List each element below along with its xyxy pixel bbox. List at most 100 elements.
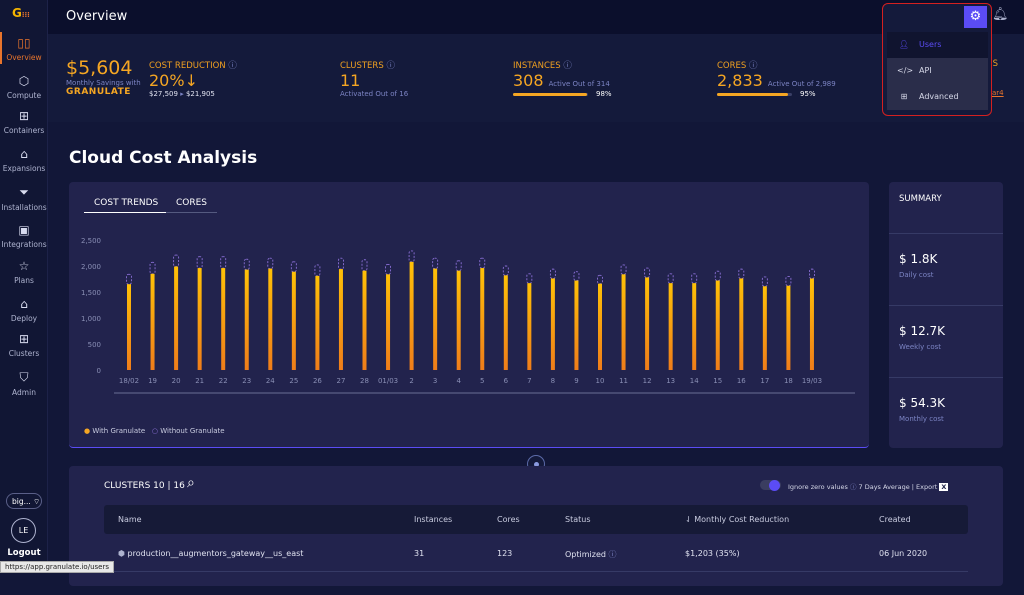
y-tick-label: 0 <box>97 367 101 375</box>
bell-icon[interactable]: 🔔︎ <box>992 7 1009 22</box>
bar-without-granulate <box>243 258 250 271</box>
col-cores[interactable]: Cores <box>497 515 520 524</box>
bar-with-granulate <box>409 261 414 370</box>
info-icon[interactable]: ⓘ <box>228 61 237 71</box>
bar-without-granulate <box>549 268 556 279</box>
bar-with-granulate <box>550 278 555 370</box>
search-icon[interactable]: ⌕ <box>187 475 195 491</box>
export-button[interactable]: Export <box>916 483 938 491</box>
cores-progress <box>717 92 792 96</box>
x-tick-label: 22 <box>219 377 228 385</box>
x-tick-label: 5 <box>480 377 484 385</box>
bar-without-granulate <box>738 268 745 279</box>
sidebar-item-compute[interactable]: ⬡ Compute <box>0 74 48 100</box>
granulate-logo[interactable]: G⁞⁞⁞ <box>12 6 30 20</box>
bar-with-granulate <box>338 269 343 370</box>
bar-with-granulate <box>456 270 461 370</box>
sidebar-item-clusters[interactable]: ⊞ Clusters <box>0 332 48 358</box>
user-icon: 👤︎ <box>898 40 910 49</box>
star-icon: ☆ <box>18 259 30 273</box>
sidebar-item-overview[interactable]: ▯▯ Overview <box>0 32 48 64</box>
bar-with-granulate <box>291 271 296 370</box>
bar-without-granulate <box>290 261 297 273</box>
x-tick-label: 17 <box>760 377 769 385</box>
info-icon[interactable]: ⓘ <box>608 550 617 559</box>
partial-stat-link[interactable]: ar4 <box>992 89 1004 97</box>
col-status[interactable]: Status <box>565 515 591 524</box>
tab-cores[interactable]: CORES <box>166 198 218 213</box>
menu-item-users[interactable]: 👤︎ Users <box>887 32 988 58</box>
x-tick-label: 11 <box>619 377 628 385</box>
col-created[interactable]: Created <box>879 515 911 524</box>
bar-without-granulate <box>149 261 156 275</box>
col-name[interactable]: Name <box>118 515 142 524</box>
excel-icon[interactable]: X <box>939 483 949 491</box>
x-tick-label: 19 <box>148 377 157 385</box>
bar-without-granulate <box>667 273 674 284</box>
bar-with-granulate <box>527 283 532 370</box>
stats-strip: $5,604 Monthly Savings with GRANULATE CO… <box>48 34 1024 122</box>
compute-icon: ⬡ <box>18 74 30 88</box>
x-tick-label: 23 <box>242 377 251 385</box>
x-tick-label: 26 <box>313 377 322 385</box>
sidebar-item-label: Overview <box>6 53 42 62</box>
y-tick-label: 500 <box>88 341 101 349</box>
sidebar-item-installations[interactable]: ⏷ Installations <box>0 185 48 212</box>
info-icon[interactable]: ⓘ <box>849 483 857 491</box>
clusters-value: 11 <box>340 71 361 90</box>
x-tick-label: 13 <box>666 377 675 385</box>
bar-with-granulate <box>503 275 508 370</box>
cost-chart-card: COST TRENDS CORES 0 500 1,000 1,500 2,000 2,5… <box>69 182 869 448</box>
bar-without-granulate <box>785 275 792 287</box>
info-icon[interactable]: ⓘ <box>563 61 572 71</box>
cell-cores: 123 <box>497 549 513 558</box>
y-tick-label: 1,000 <box>81 315 101 323</box>
sidebar-item-admin[interactable]: ⛉ Admin <box>0 370 48 397</box>
ignore-zero-toggle[interactable] <box>760 479 781 491</box>
plus-square-icon: ⊞ <box>900 92 908 101</box>
menu-item-api[interactable]: </> API <box>887 58 988 84</box>
cost-before: $27,509 <box>149 90 178 98</box>
menu-item-advanced[interactable]: ⊞ Advanced <box>887 84 988 110</box>
savings-caption: Monthly Savings with <box>66 79 141 87</box>
x-tick-label: 10 <box>596 377 605 385</box>
sidebar-item-label: Compute <box>6 91 42 100</box>
x-tick-label: 19/03 <box>802 377 822 385</box>
bar-with-granulate <box>668 283 673 370</box>
settings-gear-button[interactable]: ⚙ <box>964 6 987 28</box>
x-tick-label: 8 <box>551 377 555 385</box>
bar-with-granulate <box>150 273 155 370</box>
bar-without-granulate <box>408 250 415 263</box>
info-icon[interactable]: ⓘ <box>386 61 395 71</box>
instances-label: INSTANCES <box>513 61 561 71</box>
cell-created: 06 Jun 2020 <box>879 549 928 558</box>
tab-cost-trends[interactable]: COST TRENDS <box>84 198 169 213</box>
instances-value: 308 <box>513 71 544 90</box>
sidebar-item-deploy[interactable]: ⌂ Deploy <box>0 297 48 323</box>
logout-button[interactable]: Logout <box>7 548 41 558</box>
x-tick-label: 25 <box>289 377 298 385</box>
sidebar: G⁞⁞⁞ ▯▯ Overview ⬡ Compute ⊞ Containers ⌂ Expan… <box>0 0 48 573</box>
sidebar-item-plans[interactable]: ☆ Plans <box>0 259 48 285</box>
col-monthly-cost-reduction[interactable]: ⇃ Monthly Cost Reduction <box>685 515 790 524</box>
x-tick-label: 7 <box>527 377 531 385</box>
avatar[interactable]: LE <box>11 518 36 543</box>
info-icon[interactable]: ⓘ <box>749 61 758 71</box>
x-tick-label: 6 <box>504 377 509 385</box>
bar-without-granulate <box>502 265 509 276</box>
bar-without-granulate <box>597 274 603 285</box>
sidebar-item-containers[interactable]: ⊞ Containers <box>0 109 48 135</box>
bar-without-granulate <box>432 257 439 270</box>
bar-without-granulate <box>361 259 368 272</box>
x-tick-label: 4 <box>456 377 461 385</box>
cluster-name[interactable]: production__augmentors_gateway__us_east <box>127 549 304 558</box>
account-selector[interactable]: big... ⌔ <box>6 493 42 509</box>
sidebar-item-expansions[interactable]: ⌂ Expansions <box>0 147 48 173</box>
average-selector[interactable]: 7 Days Average <box>858 483 910 491</box>
sidebar-item-integrations[interactable]: ▣ Integrations <box>0 223 48 249</box>
code-icon: </> <box>897 66 914 75</box>
legend-marker-without: ○ <box>151 427 159 435</box>
col-instances[interactable]: Instances <box>414 515 453 524</box>
bar-with-granulate <box>762 286 767 370</box>
